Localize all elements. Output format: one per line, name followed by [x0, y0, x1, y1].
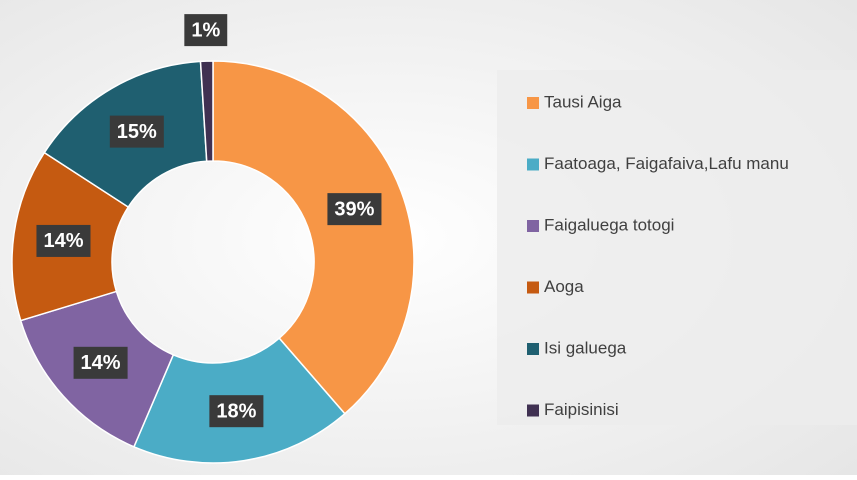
legend-label: Faipisinisi: [544, 400, 619, 419]
legend-swatch: [527, 158, 539, 171]
legend-swatch: [527, 281, 539, 294]
donut-slice: [199, 60, 214, 162]
data-label: 14%: [43, 230, 83, 252]
data-label: 39%: [334, 198, 374, 220]
legend-label: Faatoaga, Faigafaiva,Lafu manu: [544, 154, 789, 173]
legend-swatch: [527, 343, 539, 355]
data-label-box: [73, 346, 128, 379]
data-label: 14%: [81, 352, 121, 374]
data-label-box: [327, 193, 382, 226]
legend-label: Faigaluega totogi: [544, 215, 674, 234]
legend-swatch: [527, 404, 539, 417]
data-label: 18%: [216, 400, 256, 422]
legend-label: Tausi Aiga: [544, 92, 622, 111]
data-label-box: [209, 395, 264, 428]
legend-swatch: [527, 220, 539, 232]
data-label: 15%: [117, 121, 157, 143]
legend-swatch: [527, 97, 539, 109]
data-label: 1%: [191, 19, 220, 41]
legend-label: Aoga: [544, 277, 584, 296]
data-label-box: [36, 224, 91, 257]
legend-panel: [497, 70, 857, 425]
data-label-box: [184, 14, 228, 47]
donut-slice: [212, 60, 415, 415]
legend-label: Isi galuega: [544, 338, 627, 357]
data-label-box: [109, 115, 164, 148]
